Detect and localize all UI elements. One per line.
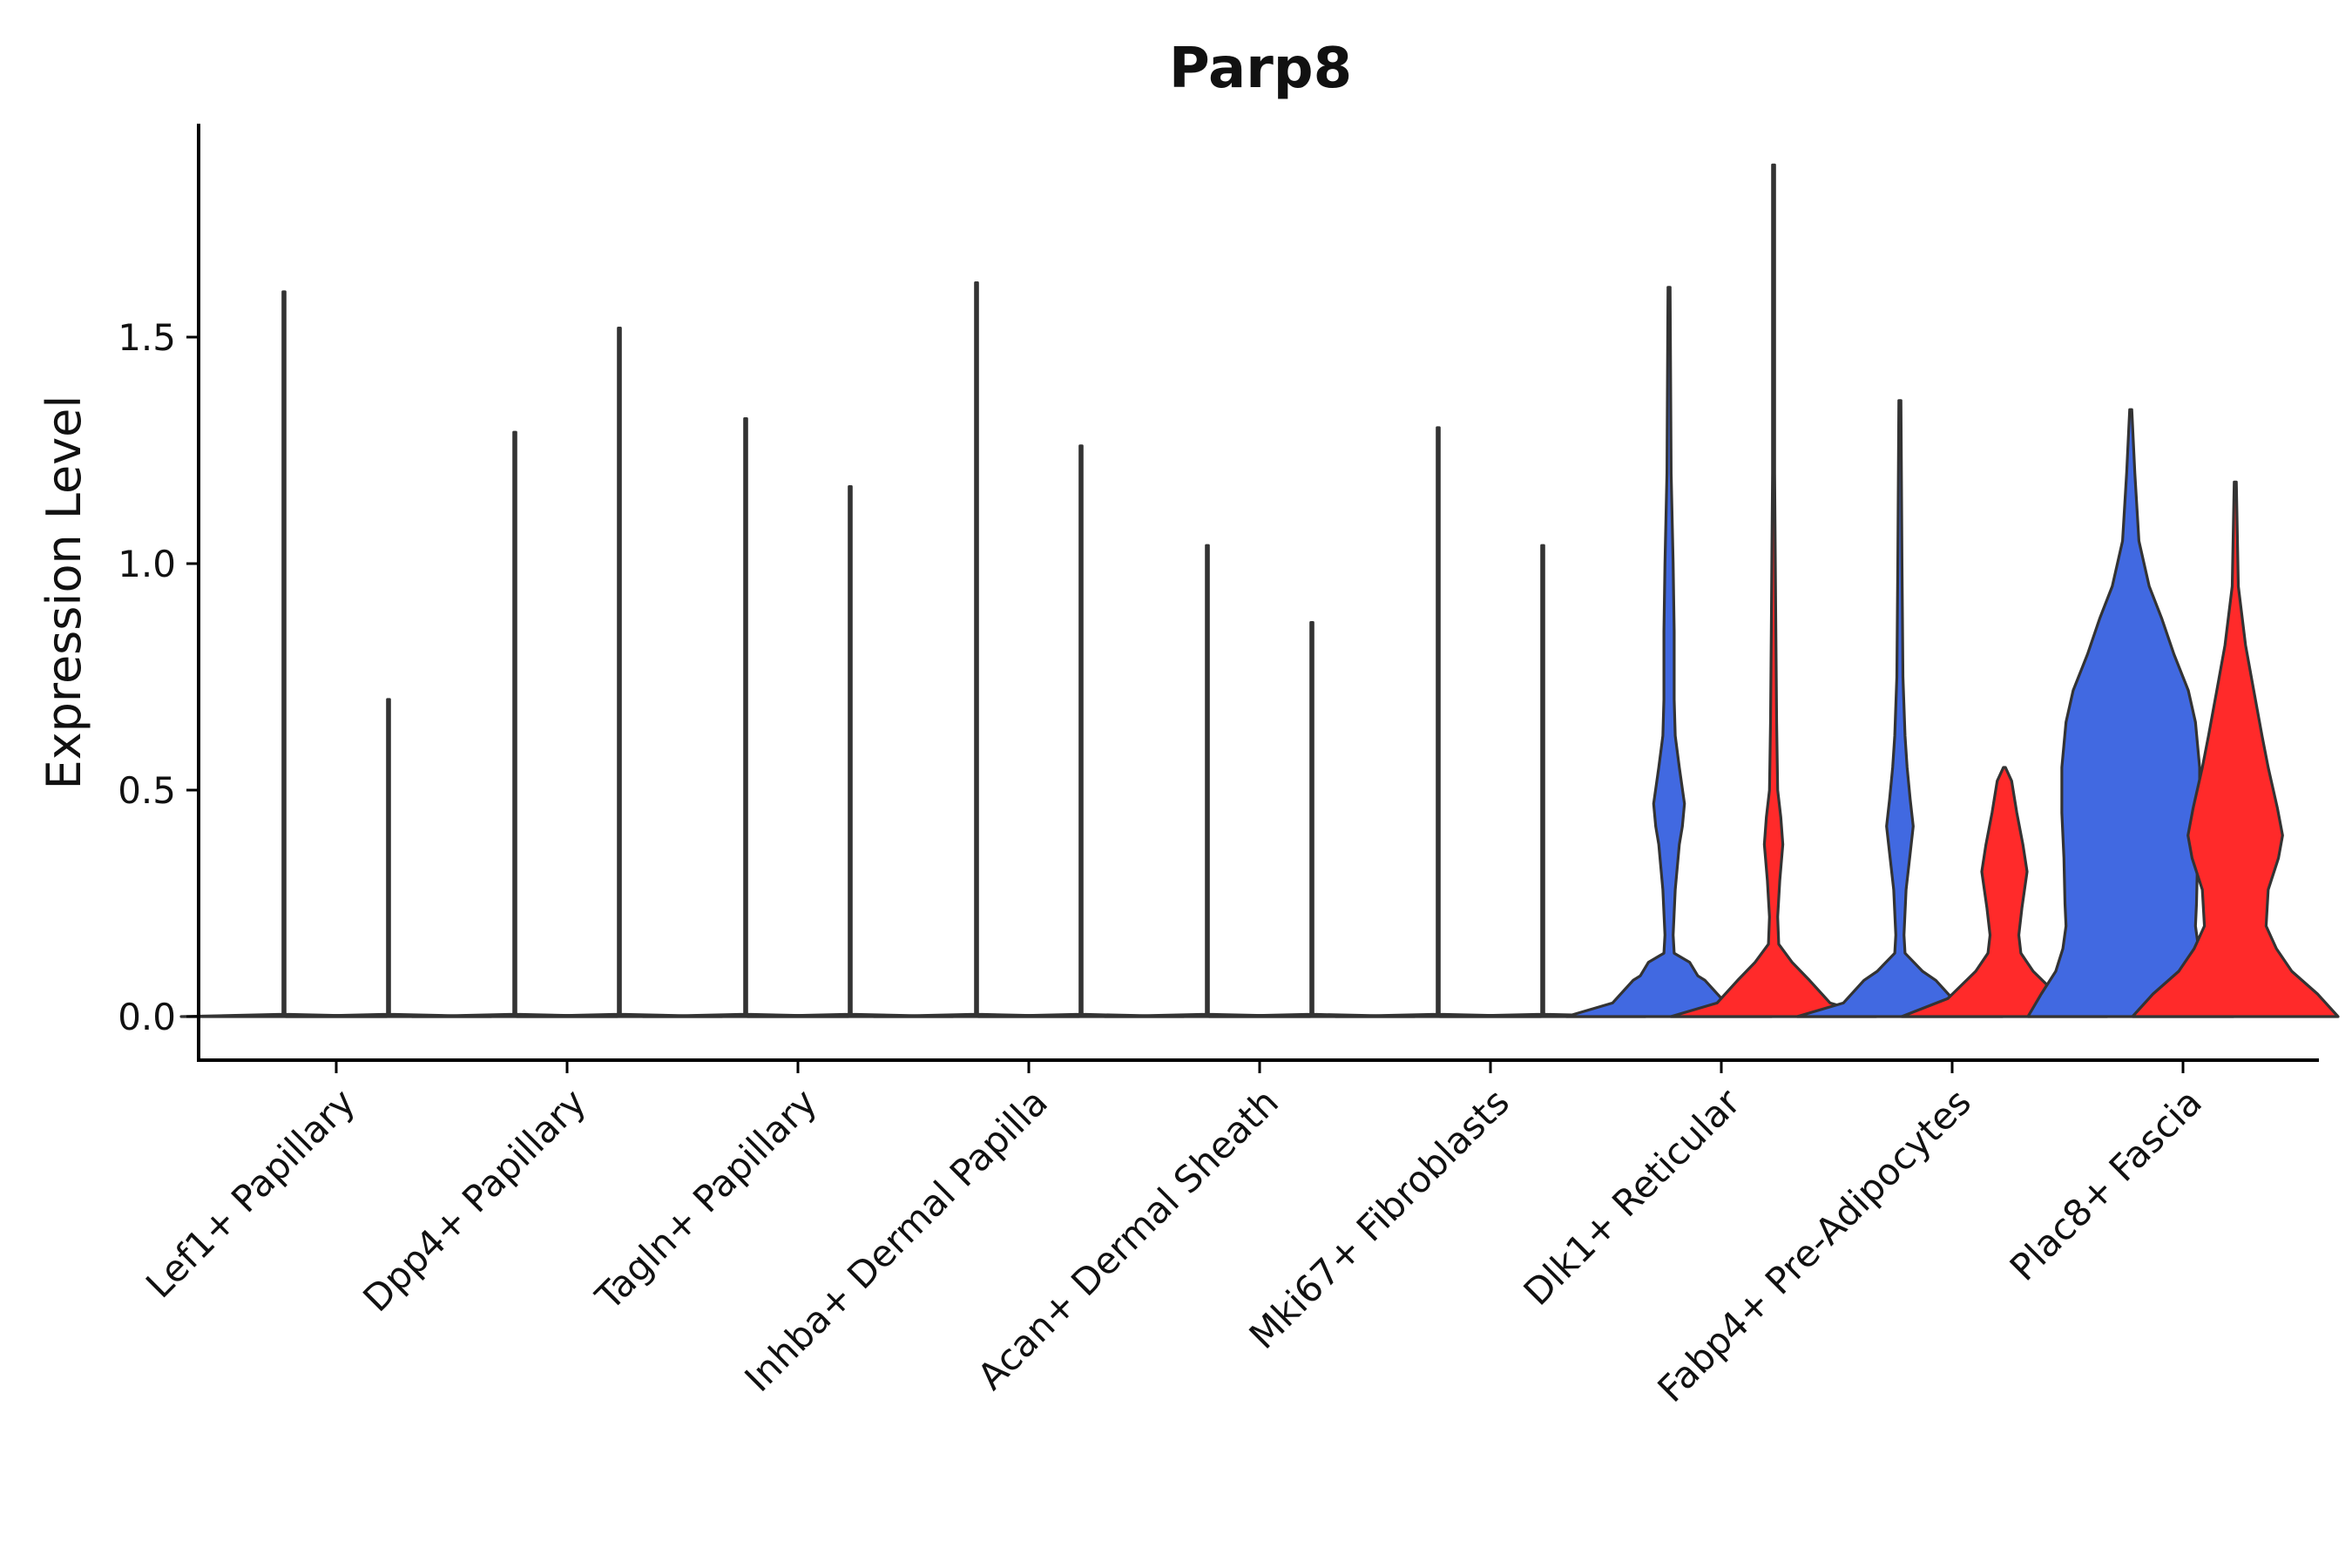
violin-blue bbox=[410, 430, 619, 1018]
y-axis-ticks: 0.0 0.5 1.0 1.5 bbox=[118, 316, 199, 1038]
x-tick-label: Plac8+ Fascia bbox=[2002, 1080, 2210, 1288]
violin-blue bbox=[872, 281, 1081, 1018]
x-tick-label: Dlk1+ Reticular bbox=[1516, 1080, 1749, 1314]
violin-blue bbox=[1565, 286, 1774, 1018]
violin-blue bbox=[2026, 408, 2235, 1018]
violin-red bbox=[1669, 163, 1878, 1018]
y-axis-label: Expression Level bbox=[37, 395, 91, 790]
violin-blue bbox=[1334, 426, 1543, 1018]
violin-red bbox=[515, 327, 724, 1018]
violin-red bbox=[1207, 621, 1416, 1018]
x-tick-label: Tagln+ Papillary bbox=[587, 1080, 825, 1318]
violin-red bbox=[746, 485, 955, 1018]
violin-blue bbox=[179, 290, 389, 1018]
y-tick-label: 1.0 bbox=[118, 543, 176, 585]
x-tick-label: Lef1+ Papillary bbox=[138, 1080, 363, 1306]
y-tick-label: 1.5 bbox=[118, 316, 176, 359]
violin-blue bbox=[1795, 399, 2004, 1018]
violin-layer bbox=[179, 163, 2340, 1018]
y-tick-label: 0.0 bbox=[118, 996, 176, 1038]
violin-red bbox=[977, 444, 1186, 1018]
violin-blue bbox=[641, 417, 850, 1018]
chart-title: Parp8 bbox=[1169, 37, 1352, 101]
x-tick-label: Mki67+ Fibroblasts bbox=[1241, 1080, 1517, 1356]
violin-red bbox=[1900, 766, 2109, 1018]
violin-red bbox=[1438, 544, 1647, 1018]
violin-red bbox=[2131, 480, 2340, 1018]
y-tick-label: 0.5 bbox=[118, 769, 176, 812]
violin-red bbox=[284, 698, 493, 1018]
x-tick-label: Dpp4+ Papillary bbox=[355, 1080, 594, 1320]
violin-blue bbox=[1103, 544, 1312, 1018]
